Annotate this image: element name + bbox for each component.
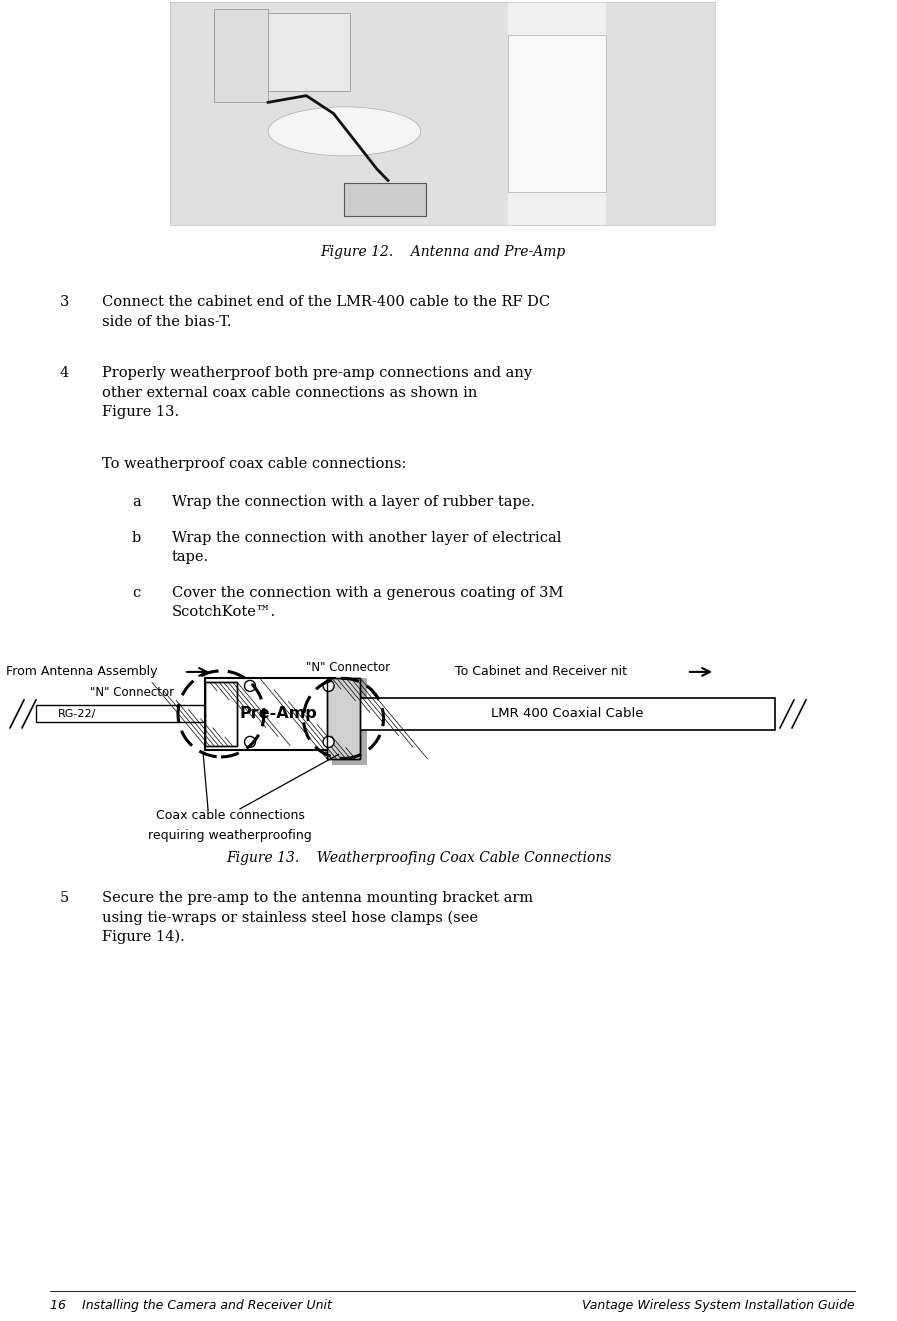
Text: 4: 4 <box>60 366 69 380</box>
Bar <box>213 13 350 91</box>
Circle shape <box>245 680 256 691</box>
Bar <box>170 3 715 225</box>
Text: Secure the pre-amp to the antenna mounting bracket arm: Secure the pre-amp to the antenna mounti… <box>102 890 533 905</box>
Text: Connect the cabinet end of the LMR-400 cable to the RF DC: Connect the cabinet end of the LMR-400 c… <box>102 295 550 309</box>
Text: 3: 3 <box>60 295 69 309</box>
Text: Wrap the connection with another layer of electrical: Wrap the connection with another layer o… <box>172 531 562 544</box>
Text: b: b <box>132 531 141 544</box>
Text: ScotchKote™.: ScotchKote™. <box>172 605 276 620</box>
Bar <box>213 9 268 102</box>
Circle shape <box>323 736 334 748</box>
Text: RG-22/: RG-22/ <box>58 709 96 719</box>
Text: From Antenna Assembly: From Antenna Assembly <box>6 666 158 679</box>
Bar <box>360 697 775 731</box>
Text: a: a <box>132 495 141 509</box>
Text: other external coax cable connections as shown in: other external coax cable connections as… <box>102 386 477 400</box>
Bar <box>170 3 715 225</box>
Text: To Cabinet and Receiver nit: To Cabinet and Receiver nit <box>455 666 627 679</box>
Bar <box>327 678 360 758</box>
Text: Vantage Wireless System Installation Guide: Vantage Wireless System Installation Gui… <box>582 1299 855 1312</box>
Text: Figure 13.    Weatherproofing Coax Cable Connections: Figure 13. Weatherproofing Coax Cable Co… <box>226 851 611 865</box>
Text: using tie-wraps or stainless steel hose clamps (see: using tie-wraps or stainless steel hose … <box>102 910 478 925</box>
Text: Wrap the connection with a layer of rubber tape.: Wrap the connection with a layer of rubb… <box>172 495 535 509</box>
Ellipse shape <box>268 107 421 156</box>
Bar <box>332 678 367 765</box>
Text: Figure 14).: Figure 14). <box>102 930 185 945</box>
Text: 5: 5 <box>60 890 69 905</box>
Bar <box>205 682 237 746</box>
Text: To weatherproof coax cable connections:: To weatherproof coax cable connections: <box>102 457 406 472</box>
Bar <box>205 682 237 746</box>
Bar <box>508 36 606 192</box>
Text: tape.: tape. <box>172 550 209 564</box>
Text: Coax cable connections: Coax cable connections <box>155 808 304 822</box>
Bar <box>36 705 205 723</box>
Bar <box>344 182 426 217</box>
Bar <box>327 678 360 758</box>
Text: "N" Connector: "N" Connector <box>306 662 389 675</box>
Bar <box>205 678 335 750</box>
Text: LMR 400 Coaxial Cable: LMR 400 Coaxial Cable <box>492 708 644 720</box>
Text: side of the bias-T.: side of the bias-T. <box>102 314 231 329</box>
Text: "N" Connector: "N" Connector <box>90 686 174 699</box>
Text: Figure 13.: Figure 13. <box>102 406 179 419</box>
Text: Properly weatherproof both pre-amp connections and any: Properly weatherproof both pre-amp conne… <box>102 366 532 380</box>
Text: c: c <box>132 585 140 600</box>
Text: requiring weatherproofing: requiring weatherproofing <box>148 828 312 841</box>
Text: Cover the connection with a generous coating of 3M: Cover the connection with a generous coa… <box>172 585 563 600</box>
Text: Pre-Amp: Pre-Amp <box>239 707 317 721</box>
Text: Figure 12.    Antenna and Pre-Amp: Figure 12. Antenna and Pre-Amp <box>320 244 565 259</box>
Circle shape <box>245 736 256 748</box>
Bar <box>508 3 606 225</box>
Text: 16    Installing the Camera and Receiver Unit: 16 Installing the Camera and Receiver Un… <box>50 1299 332 1312</box>
Circle shape <box>323 680 334 691</box>
